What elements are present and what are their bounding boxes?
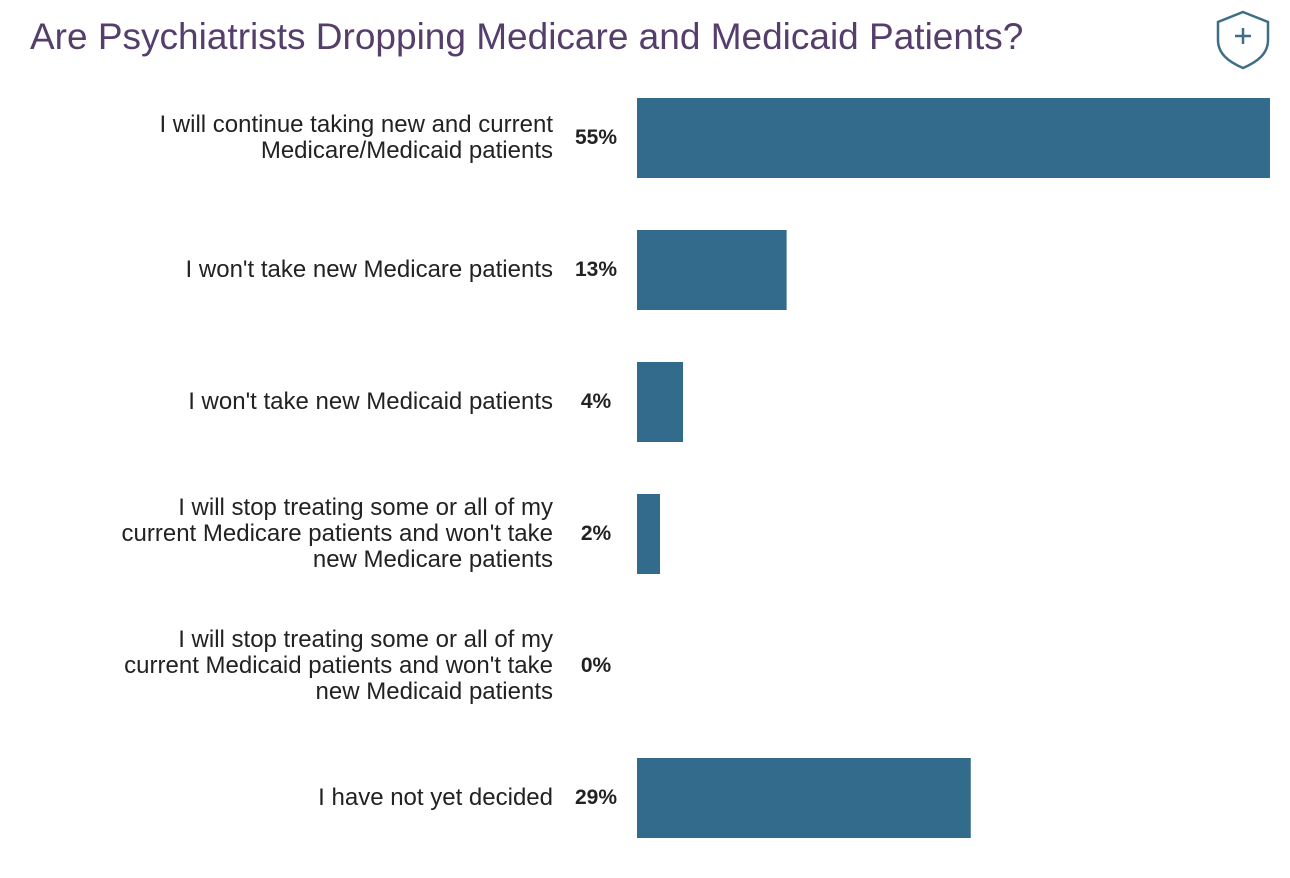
bar bbox=[637, 494, 661, 574]
category-label: I will stop treating some or all of my c… bbox=[121, 494, 553, 573]
value-label: 29% bbox=[574, 786, 618, 809]
category-label: I will stop treating some or all of my c… bbox=[124, 626, 553, 705]
bar bbox=[637, 758, 971, 838]
shield-icon bbox=[1216, 10, 1270, 70]
chart-title: Are Psychiatrists Dropping Medicare and … bbox=[30, 16, 1024, 57]
value-label: 0% bbox=[580, 654, 612, 677]
bar bbox=[637, 362, 684, 442]
value-label: 13% bbox=[574, 258, 618, 281]
category-label: I won't take new Medicare patients bbox=[185, 256, 553, 283]
value-label: 2% bbox=[580, 522, 612, 545]
category-label: I won't take new Medicaid patients bbox=[188, 388, 553, 415]
category-label: I will continue taking new and current M… bbox=[159, 111, 553, 164]
value-label: 55% bbox=[574, 126, 618, 149]
bar bbox=[637, 230, 787, 310]
value-label: 4% bbox=[580, 390, 612, 413]
category-label: I have not yet decided bbox=[318, 784, 553, 811]
bar bbox=[637, 98, 1270, 178]
